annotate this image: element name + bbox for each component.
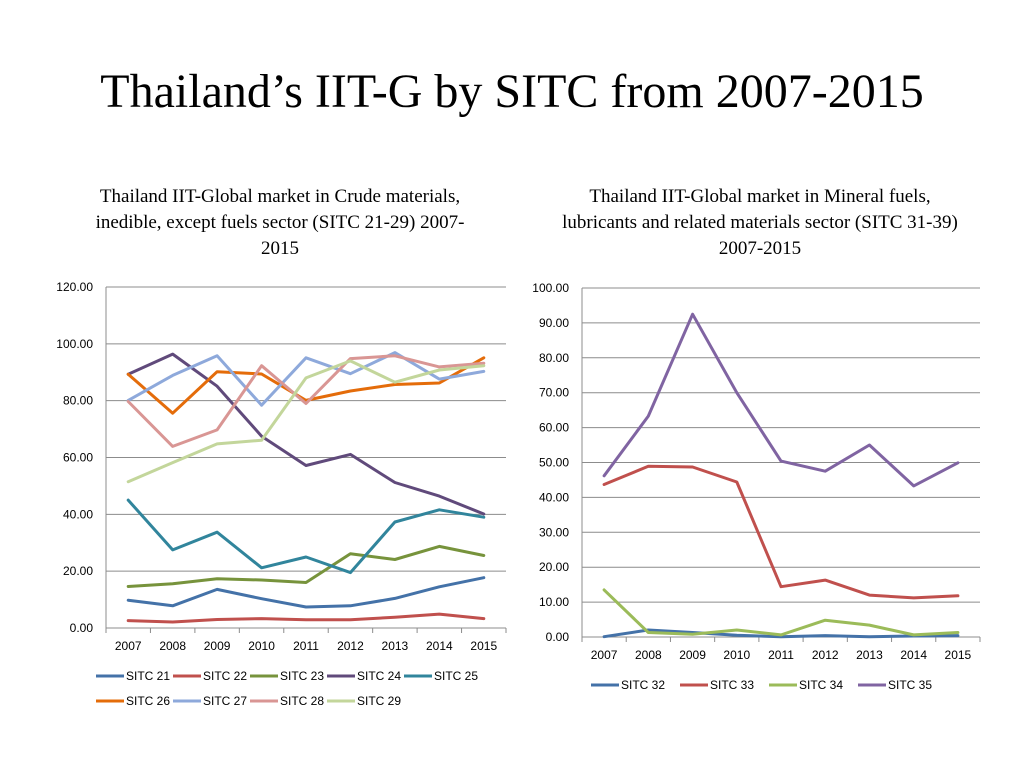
x-tick-label-mineral: 2008	[635, 648, 662, 662]
x-tick-label-mineral: 2009	[679, 648, 706, 662]
legend-label-sitc-24: SITC 24	[357, 669, 401, 683]
series-line-sitc-28	[126, 354, 486, 448]
series-line-sitc-21	[126, 576, 486, 609]
x-tick-label-mineral: 2010	[723, 648, 750, 662]
legend-label-sitc-28: SITC 28	[280, 694, 324, 708]
x-tick-label-crude: 2010	[248, 639, 275, 653]
y-tick-label-mineral: 30.00	[539, 525, 569, 539]
series-line-sitc-27	[126, 351, 486, 407]
legend-label-sitc-34: SITC 34	[799, 678, 843, 692]
legend-label-sitc-33: SITC 33	[710, 678, 754, 692]
y-tick-label-mineral: 20.00	[539, 560, 569, 574]
y-tick-label-crude: 20.00	[63, 564, 93, 578]
y-tick-label-crude: 40.00	[63, 507, 93, 521]
y-tick-label-mineral: 90.00	[539, 316, 569, 330]
x-tick-label-crude: 2014	[426, 639, 453, 653]
legend-label-sitc-23: SITC 23	[280, 669, 324, 683]
y-tick-label-mineral: 50.00	[539, 456, 569, 470]
series-line-sitc-33	[602, 464, 960, 600]
x-tick-label-crude: 2012	[337, 639, 364, 653]
y-tick-label-crude: 80.00	[63, 394, 93, 408]
y-tick-label-crude: 60.00	[63, 451, 93, 465]
series-line-sitc-29	[126, 359, 486, 484]
x-tick-label-crude: 2008	[159, 639, 186, 653]
x-tick-label-crude: 2011	[293, 639, 319, 653]
x-tick-label-crude: 2013	[382, 639, 409, 653]
legend-label-sitc-25: SITC 25	[434, 669, 478, 683]
chart-title-mineral-fuels: Thailand IIT-Global market in Mineral fu…	[562, 186, 958, 259]
y-tick-label-crude: 0.00	[70, 621, 94, 635]
slide-title: Thailand’s IIT-G by SITC from 2007-2015	[100, 65, 924, 118]
x-tick-label-crude: 2009	[204, 639, 231, 653]
y-tick-label-mineral: 10.00	[539, 595, 569, 609]
y-tick-label-mineral: 100.00	[532, 281, 569, 295]
x-tick-label-mineral: 2015	[945, 648, 972, 662]
series-line-sitc-22	[126, 612, 486, 624]
legend-label-sitc-29: SITC 29	[357, 694, 401, 708]
y-tick-label-crude: 100.00	[56, 337, 93, 351]
legend-label-sitc-26: SITC 26	[126, 694, 170, 708]
x-tick-label-crude: 2007	[115, 639, 142, 653]
x-tick-label-mineral: 2007	[591, 648, 618, 662]
y-tick-label-crude: 120.00	[56, 280, 93, 294]
x-tick-label-crude: 2015	[470, 639, 497, 653]
legend-label-sitc-35: SITC 35	[888, 678, 932, 692]
x-tick-label-mineral: 2014	[900, 648, 927, 662]
chart-title-crude-materials: Thailand IIT-Global market in Crude mate…	[95, 186, 465, 259]
legend-label-sitc-21: SITC 21	[126, 669, 170, 683]
series-line-sitc-23	[126, 544, 486, 588]
legend-label-sitc-22: SITC 22	[203, 669, 247, 683]
x-tick-label-mineral: 2011	[768, 648, 794, 662]
series-line-sitc-35	[602, 312, 960, 488]
x-tick-label-mineral: 2013	[856, 648, 883, 662]
legend-label-sitc-32: SITC 32	[621, 678, 665, 692]
y-tick-label-mineral: 80.00	[539, 351, 569, 365]
y-tick-label-mineral: 70.00	[539, 386, 569, 400]
series-line-sitc-32	[602, 628, 960, 639]
y-tick-label-mineral: 0.00	[546, 630, 570, 644]
series-line-sitc-24	[126, 352, 486, 516]
legend-label-sitc-27: SITC 27	[203, 694, 247, 708]
y-tick-label-mineral: 60.00	[539, 421, 569, 435]
x-tick-label-mineral: 2012	[812, 648, 839, 662]
series-line-sitc-26	[126, 356, 486, 415]
series-line-sitc-25	[126, 498, 486, 575]
y-tick-label-mineral: 40.00	[539, 490, 569, 504]
series-line-sitc-34	[602, 588, 960, 637]
